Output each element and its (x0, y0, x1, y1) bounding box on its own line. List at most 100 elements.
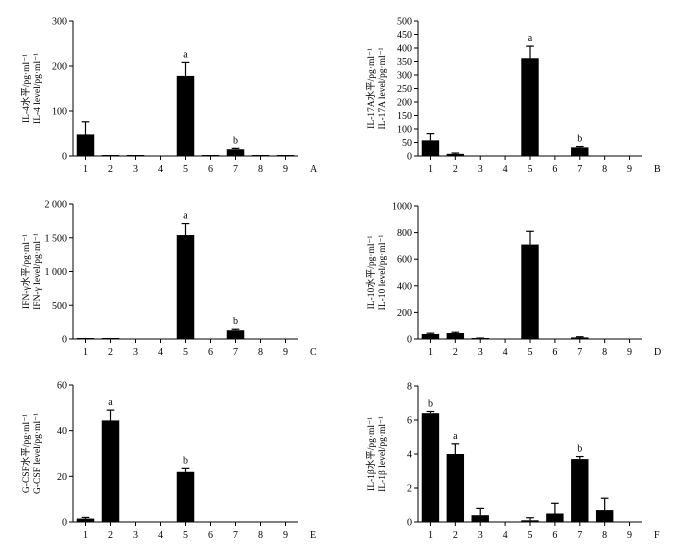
y-tick-label: 350 (397, 57, 412, 68)
bar (101, 155, 120, 156)
y-axis-label-en: IL-4 level/pg·ml⁻¹ (33, 53, 43, 124)
y-tick-label: 500 (397, 17, 412, 28)
y-tick-label: 0 (407, 335, 412, 346)
x-tick-label: 4 (158, 347, 163, 358)
bar (176, 75, 195, 156)
y-tick-label: 0 (62, 152, 67, 163)
x-tick-label: 4 (503, 530, 508, 541)
y-tick-label: 20 (57, 472, 67, 483)
bar (176, 235, 195, 339)
panel-d: 0 200 400 600 800 1000 1 2 3 4 5 6 7 8 9 D IL-10水平/pg·ml… (365, 202, 661, 359)
panel-b: 0 50 100 150 200 250 300 350 400 450 500 1 2 3 4 5 a 6 7 b 8… (365, 17, 661, 176)
significance-label: b (428, 399, 433, 410)
bar (446, 153, 465, 156)
x-tick-label: 2 (108, 164, 113, 175)
y-tick-label: 500 (52, 301, 67, 312)
y-axis-label-cn: IFN-γ水平/pg·ml⁻¹ (20, 234, 32, 309)
significance-label: b (577, 134, 582, 145)
y-tick-label: 50 (402, 138, 412, 149)
y-tick-label: 0 (407, 152, 412, 163)
bar (276, 155, 295, 156)
bar (421, 333, 440, 339)
y-tick-label: 200 (52, 62, 67, 73)
x-tick-label: 1 (428, 347, 433, 358)
x-tick-label: 1 (428, 164, 433, 175)
significance-label: b (577, 444, 582, 455)
panel-letter: F (654, 530, 660, 541)
x-tick-label: 6 (552, 347, 557, 358)
bar (521, 58, 539, 157)
bar (446, 454, 465, 522)
x-tick-label: 7 (577, 530, 582, 541)
x-tick-label: 3 (478, 164, 483, 175)
x-tick-label: 9 (627, 347, 632, 358)
y-tick-label: 300 (397, 71, 412, 82)
x-tick-label: 7 (577, 164, 582, 175)
x-tick-label: 6 (552, 164, 557, 175)
bar (421, 413, 440, 522)
x-tick-label: 6 (552, 530, 557, 541)
x-tick-label: 1 (83, 164, 88, 175)
significance-label: a (528, 33, 533, 44)
y-tick-label: 250 (397, 84, 412, 95)
y-tick-label: 40 (57, 426, 67, 437)
y-tick-label: 400 (397, 281, 412, 292)
x-tick-label: 3 (478, 347, 483, 358)
x-tick-label: 4 (503, 347, 508, 358)
panel-letter: E (310, 530, 316, 541)
x-tick-label: 2 (453, 164, 458, 175)
y-tick-label: 800 (397, 228, 412, 239)
y-axis-label-en: IL-1β level/pg·ml⁻¹ (378, 416, 388, 492)
x-tick-label: 3 (478, 530, 483, 541)
x-tick-label: 9 (283, 164, 288, 175)
bar (446, 333, 465, 339)
y-tick-label: 0 (62, 335, 67, 346)
x-tick-label: 8 (258, 347, 263, 358)
y-tick-label: 600 (397, 255, 412, 266)
y-axis-label-cn: IL-17A水平/pg·ml⁻¹ (365, 48, 377, 129)
bar (571, 337, 589, 339)
bar (126, 155, 145, 156)
x-tick-label: 9 (283, 530, 288, 541)
bar (101, 420, 120, 522)
bar (571, 459, 589, 522)
bar (421, 140, 440, 156)
bar (76, 518, 95, 522)
significance-label: b (233, 316, 238, 327)
y-tick-label: 8 (407, 382, 412, 393)
y-tick-label: 300 (52, 17, 67, 28)
x-tick-label: 5 (183, 347, 188, 358)
bar (521, 520, 539, 522)
x-tick-label: 1 (428, 530, 433, 541)
panel-a: 0 100 200 300 1 2 3 4 5 a 6 7 b 8 9 A IL-4水平/pg·ml⁻¹ IL-4… (20, 17, 318, 176)
x-tick-label: 7 (577, 347, 582, 358)
x-tick-label: 9 (627, 164, 632, 175)
panel-letter: A (310, 164, 318, 175)
bar (521, 244, 539, 339)
y-axis-label-en: G-CSF level/pg·ml⁻¹ (33, 413, 43, 494)
y-tick-label: 2 (407, 484, 412, 495)
significance-label: a (453, 431, 458, 442)
bar (571, 147, 589, 156)
y-axis-label-en: IFN-γ level/pg·ml⁻¹ (33, 233, 43, 310)
y-tick-label: 200 (397, 308, 412, 319)
y-tick-label: 1 500 (45, 233, 68, 244)
y-axis-label-cn: G-CSF水平/pg·ml⁻¹ (20, 414, 32, 493)
x-tick-label: 1 (83, 530, 88, 541)
significance-label: b (233, 135, 238, 146)
panel-letter: C (310, 347, 317, 358)
panel-letter: B (654, 164, 661, 175)
bar (176, 471, 195, 522)
x-tick-label: 8 (258, 164, 263, 175)
x-tick-label: 3 (133, 347, 138, 358)
y-tick-label: 1 000 (45, 267, 68, 278)
significance-label: a (183, 211, 188, 222)
x-tick-label: 2 (453, 530, 458, 541)
x-tick-label: 5 (528, 530, 533, 541)
y-tick-label: 4 (407, 450, 412, 461)
x-tick-label: 3 (133, 530, 138, 541)
x-tick-label: 7 (233, 164, 238, 175)
y-tick-label: 0 (62, 518, 67, 529)
y-tick-label: 60 (57, 381, 67, 392)
panel-c: 0 500 1 000 1 500 2 000 1 2 3 4 5 a 6 7 b 8 9 C IFN-γ水平/p… (20, 200, 317, 359)
